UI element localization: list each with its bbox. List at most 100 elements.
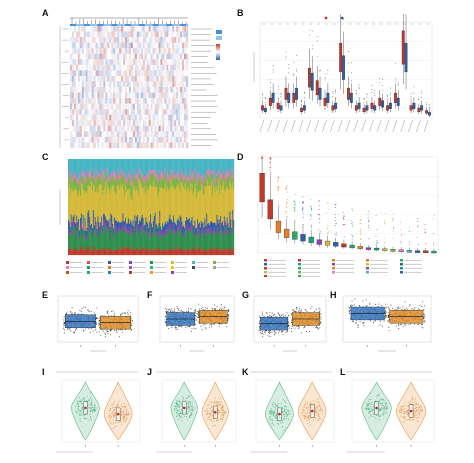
heatmap-cell [166, 136, 169, 143]
heatmap-cell [156, 125, 159, 132]
heatmap-cell [146, 59, 149, 66]
outlier-point [351, 224, 353, 226]
area-segment [84, 218, 86, 227]
heatmap-cell [174, 81, 177, 88]
outlier-point [270, 164, 271, 166]
heatmap-cell [142, 26, 145, 32]
area-segment [202, 186, 204, 195]
outlier-point [393, 227, 394, 229]
outlier-point [371, 91, 373, 93]
area-segment [163, 176, 166, 189]
area-segment [173, 159, 175, 175]
area-segment [231, 188, 233, 228]
area-segment [229, 181, 231, 212]
area-segment [103, 213, 105, 220]
heatmap-cell [111, 64, 114, 71]
legend-swatch [87, 266, 90, 269]
area-segment [158, 174, 160, 181]
area-segment [190, 220, 192, 226]
annotation-cell [148, 24, 151, 26]
data-point [63, 322, 65, 324]
outlier-point [351, 222, 353, 224]
heatmap-cell [127, 31, 130, 38]
heatmap-cell [136, 92, 140, 99]
area-segment [203, 179, 205, 183]
area-segment [122, 213, 124, 220]
heatmap-cell [125, 87, 128, 93]
area-segment [224, 191, 226, 222]
heatmap-cell [127, 120, 130, 127]
area-segment [85, 239, 87, 250]
area-segment [183, 176, 185, 181]
box [268, 97, 272, 106]
area-segment [85, 181, 87, 192]
heatmap-cell [156, 136, 159, 143]
heatmap-cell [107, 31, 110, 38]
outlier-point [285, 51, 287, 53]
area-segment [89, 171, 91, 177]
annotation-cell [160, 24, 163, 26]
heatmap-cell [150, 92, 153, 99]
heatmap-cell [109, 31, 112, 38]
area-segment [226, 169, 228, 176]
heatmap-cell [115, 120, 118, 127]
area-segment [177, 225, 179, 230]
heatmap-cell [178, 131, 181, 138]
heatmap-cell [186, 59, 189, 66]
area-segment [192, 195, 194, 225]
legend-swatch [87, 261, 90, 264]
area-segment [178, 248, 180, 256]
area-segment [192, 247, 194, 256]
heatmap-cell [81, 120, 84, 127]
heatmap-cell [160, 103, 163, 110]
heatmap-cell [111, 37, 114, 43]
heatmap-cell [70, 81, 73, 88]
heatmap-cell [85, 59, 88, 66]
area-segment [228, 232, 230, 235]
area-segment [150, 184, 152, 215]
heatmap-cell [129, 37, 132, 43]
area-segment [214, 232, 216, 249]
area-segment [138, 250, 140, 256]
area-segment [182, 159, 184, 174]
area-segment [220, 184, 222, 216]
heatmap-cell [162, 125, 165, 132]
heatmap-cell [180, 31, 183, 38]
heatmap-cell [91, 92, 94, 99]
area-segment [209, 232, 211, 251]
heatmap-cell [89, 26, 92, 32]
data-point [116, 331, 118, 333]
heatmap-cell [117, 81, 120, 88]
heatmap-cell [107, 81, 110, 88]
area-segment [170, 178, 172, 220]
outlier-point [304, 97, 305, 98]
data-point [63, 323, 65, 325]
heatmap-cell [176, 26, 179, 32]
outlier-point [332, 93, 334, 94]
area-segment [127, 231, 130, 248]
heatmap-cell [89, 92, 92, 99]
outlier-point [392, 230, 394, 232]
area-segment [137, 180, 139, 192]
data-point [120, 314, 122, 317]
area-segment [157, 249, 159, 256]
area-segment [115, 172, 117, 180]
heatmap-cell [77, 31, 81, 38]
area-segment [82, 214, 84, 224]
area-segment [140, 217, 142, 226]
area-segment [125, 177, 127, 186]
area-segment [139, 167, 141, 173]
area-segment [187, 159, 190, 175]
heatmap-cell [176, 87, 179, 93]
outlier-point [416, 237, 418, 239]
heatmap-cell [172, 114, 175, 121]
annotation-cell [121, 24, 124, 26]
heatmap-cell [70, 142, 73, 149]
heatmap-cell [111, 125, 114, 132]
area-segment [164, 230, 166, 235]
area-segment [147, 179, 149, 187]
heatmap-cell [93, 109, 96, 115]
area-segment [147, 223, 149, 233]
area-segment [91, 178, 94, 191]
heatmap-cell [70, 125, 73, 132]
